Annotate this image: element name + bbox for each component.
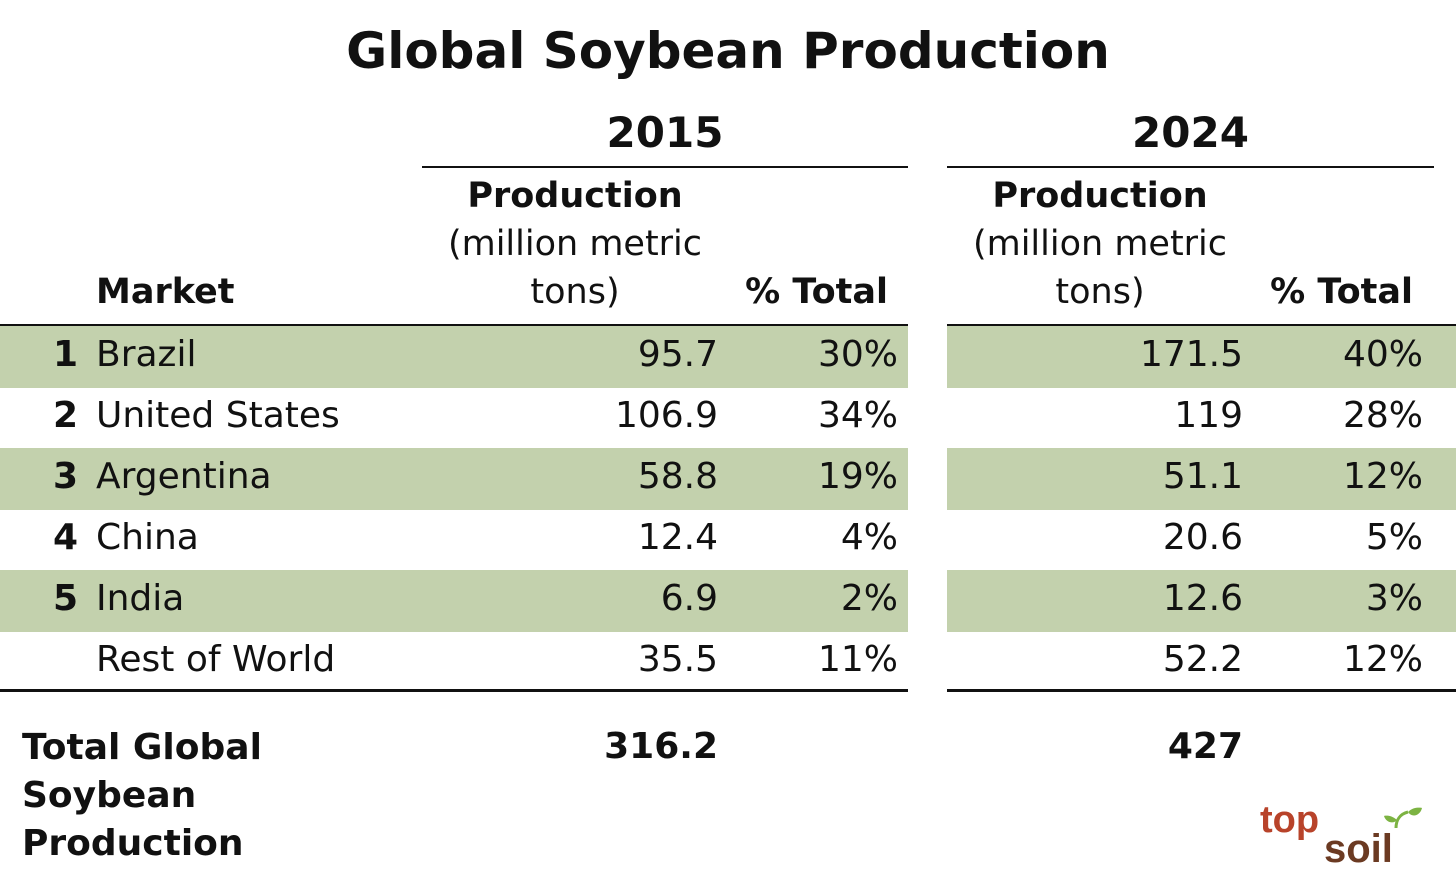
pct-2024-cell: 12% xyxy=(1342,639,1423,680)
market-cell: United States xyxy=(96,395,340,436)
row-band-right xyxy=(947,570,1456,632)
year-header-2015: 2015 xyxy=(606,108,724,157)
row-band-right xyxy=(947,448,1456,510)
topsoil-logo: top soil xyxy=(1258,796,1438,871)
production-2015-cell: 95.7 xyxy=(637,334,718,375)
production-2015-cell: 35.5 xyxy=(637,639,718,680)
pct-2015-cell: 30% xyxy=(817,334,898,375)
rank-cell: 4 xyxy=(52,517,78,558)
production-header-unit-1: (million metric xyxy=(972,224,1228,264)
production-header-bold: Production xyxy=(992,176,1208,216)
production-header-unit-2: tons) xyxy=(1055,272,1145,312)
market-header: Market xyxy=(96,272,235,312)
pct-total-header-2024: % Total xyxy=(1270,272,1413,312)
year-header-2024: 2024 xyxy=(1132,108,1249,157)
row-band-left xyxy=(0,448,908,510)
footer-rule-right xyxy=(947,689,1456,692)
rank-cell: 1 xyxy=(52,334,78,375)
production-2024-cell: 52.2 xyxy=(1162,639,1243,680)
pct-2015-cell: 4% xyxy=(840,517,898,558)
rank-cell: 3 xyxy=(52,456,78,497)
pct-2015-cell: 34% xyxy=(817,395,898,436)
leaf-sprout-icon xyxy=(1384,807,1422,829)
market-cell: Rest of World xyxy=(96,639,336,680)
pct-2015-cell: 2% xyxy=(840,578,898,619)
market-cell: India xyxy=(96,578,185,619)
total-label: Total Global Soybean Production xyxy=(22,727,262,864)
production-2024-cell: 20.6 xyxy=(1162,517,1243,558)
year-underline-2015 xyxy=(422,166,908,168)
pct-2024-cell: 3% xyxy=(1365,578,1423,619)
production-header-bold: Production xyxy=(467,176,683,216)
production-2015-cell: 12.4 xyxy=(637,517,718,558)
production-2015-cell: 58.8 xyxy=(637,456,718,497)
market-cell: Argentina xyxy=(96,456,272,497)
topsoil-logo-graphic: top soil xyxy=(1260,799,1422,871)
production-2015-cell: 6.9 xyxy=(660,578,718,619)
pct-total-header-2015: % Total xyxy=(745,272,888,312)
pct-2024-cell: 40% xyxy=(1342,334,1423,375)
production-2024-cell: 51.1 xyxy=(1162,456,1243,497)
pct-2015-cell: 19% xyxy=(817,456,898,497)
logo-part1: top xyxy=(1260,799,1319,841)
row-band-right xyxy=(947,326,1456,388)
pct-2015-cell: 11% xyxy=(817,639,898,680)
header-rule-left xyxy=(0,324,908,326)
total-value-2024: 427 xyxy=(1167,726,1243,767)
production-2024-cell: 119 xyxy=(1174,395,1243,436)
footer-rule-left xyxy=(0,689,908,692)
row-band-left xyxy=(0,326,908,388)
market-cell: Brazil xyxy=(96,334,197,375)
production-2024-cell: 171.5 xyxy=(1139,334,1243,375)
production-header-unit-1: (million metric xyxy=(447,224,703,264)
chart-title: Global Soybean Production xyxy=(346,22,1110,80)
pct-2024-cell: 12% xyxy=(1342,456,1423,497)
year-underline-2024 xyxy=(947,166,1434,168)
rank-cell: 5 xyxy=(52,578,78,619)
market-cell: China xyxy=(96,517,199,558)
pct-2024-cell: 5% xyxy=(1365,517,1423,558)
production-header-unit-2: tons) xyxy=(530,272,620,312)
row-band-left xyxy=(0,570,908,632)
logo-part2: soil xyxy=(1324,827,1393,868)
production-2024-cell: 12.6 xyxy=(1162,578,1243,619)
rank-cell: 2 xyxy=(52,395,78,436)
pct-2024-cell: 28% xyxy=(1342,395,1423,436)
total-value-2015: 316.2 xyxy=(604,726,718,767)
production-2015-cell: 106.9 xyxy=(614,395,718,436)
header-rule-right xyxy=(947,324,1456,326)
